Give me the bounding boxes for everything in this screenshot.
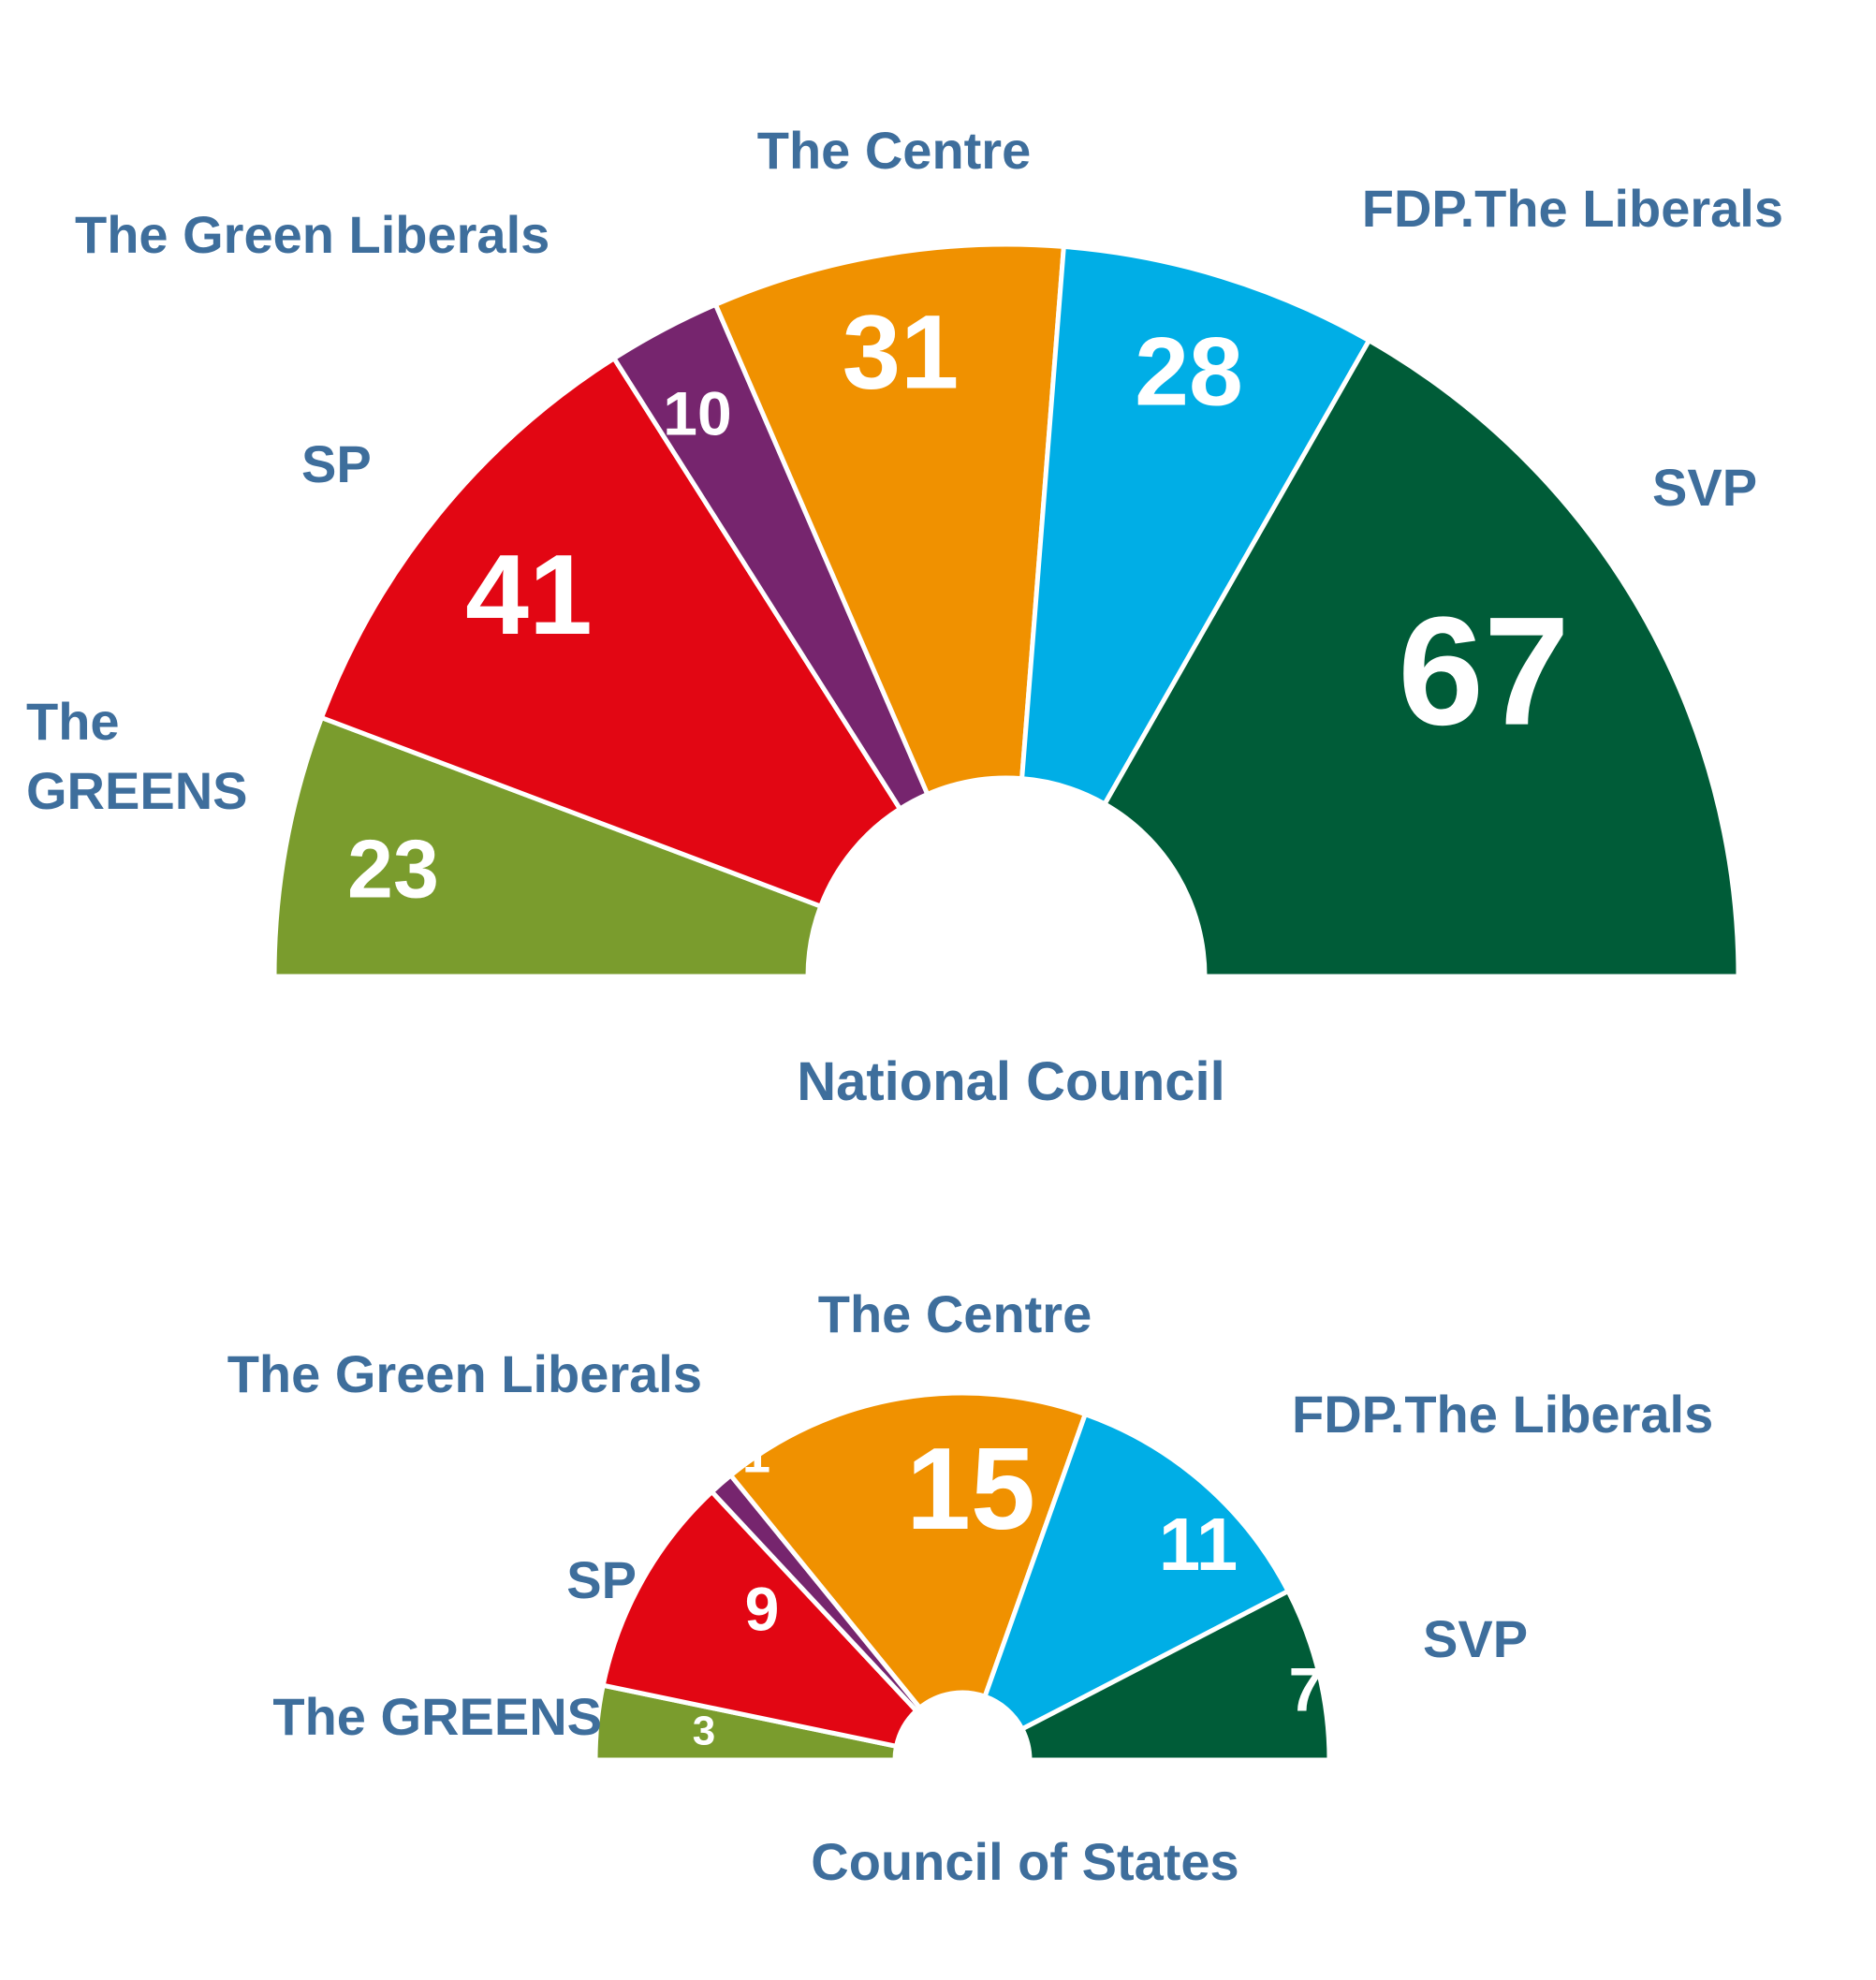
seat-segment-fdp-the-liberals [1019,243,1372,808]
seat-value-label: 9 [745,1574,780,1643]
seat-segment-svp [1101,337,1741,979]
seat-segment-the-centre [727,1390,1089,1711]
seat-value-label: 28 [1135,317,1243,426]
council-title: Council of States [811,1832,1238,1891]
seat-value-label: 31 [843,294,960,411]
seat-segment-the-centre [712,242,1067,798]
chart-0: 23 41 10 31 28 67 The GREENS SP The Green Liberal… [26,121,1783,1112]
seat-segment-the-greens [271,714,824,979]
party-label: SP [301,434,372,493]
party-label: The GREENS [26,692,248,820]
party-label: FDP.The Liberals [1292,1385,1713,1444]
seat-value-label: 11 [1159,1503,1238,1586]
seat-segment-fdp-the-liberals [981,1411,1292,1733]
party-label: The Centre [757,121,1032,180]
seat-value-label: 15 [906,1425,1035,1554]
party-label: FDP.The Liberals [1362,179,1783,238]
party-label: The Centre [818,1284,1092,1343]
council-title: National Council [797,1051,1225,1112]
party-label: SP [566,1550,637,1609]
seat-value-label: 10 [663,378,731,447]
party-label: The GREENS [272,1687,602,1746]
seat-value-label: 41 [465,531,593,658]
seat-value-label: 7 [1289,1654,1324,1723]
seat-segment-sp [318,355,903,910]
party-label: SVP [1423,1609,1528,1668]
seat-segment-sp [600,1488,920,1750]
party-label: The Green Liberals [75,205,550,264]
seat-value-label: 23 [347,822,439,915]
seat-value-label: 1 [742,1427,770,1483]
party-label: The Green Liberals [227,1344,702,1403]
chart-1: 3 9 1 15 11 7 The GREENS SP The Green Liberals Th… [227,1284,1714,1891]
seat-segment-svp [1019,1588,1332,1763]
seat-value-label: 67 [1398,585,1570,757]
seat-value-label: 3 [693,1709,715,1754]
party-label: SVP [1652,458,1757,517]
